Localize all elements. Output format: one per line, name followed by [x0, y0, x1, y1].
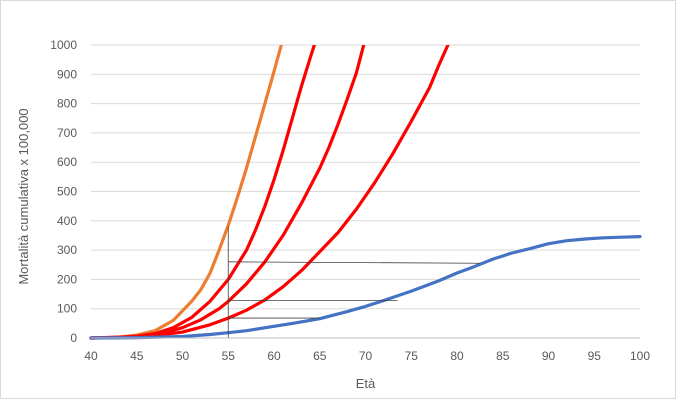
series-line-1 — [89, 45, 283, 340]
series-lines — [89, 45, 642, 340]
x-axis-tick-labels: 40 45 50 55 60 65 70 75 80 85 90 95 100 — [84, 349, 650, 363]
x-tick-label: 85 — [496, 349, 510, 363]
x-tick-label: 90 — [542, 349, 556, 363]
y-tick-label: 1000 — [50, 38, 77, 52]
y-tick-label: 600 — [57, 155, 77, 169]
x-tick-label: 60 — [267, 349, 281, 363]
y-tick-label: 100 — [57, 302, 77, 316]
x-tick-label: 40 — [84, 349, 98, 363]
series-line-3 — [89, 45, 366, 340]
y-tick-label: 700 — [57, 126, 77, 140]
x-tick-label: 45 — [130, 349, 144, 363]
grid-lines — [91, 44, 640, 310]
x-tick-label: 65 — [313, 349, 327, 363]
y-tick-label: 0 — [70, 331, 77, 345]
x-axis-title: Età — [356, 376, 376, 391]
series-line-5 — [89, 235, 642, 340]
x-tick-label: 100 — [630, 349, 650, 363]
x-tick-label: 80 — [450, 349, 464, 363]
y-tick-label: 200 — [57, 272, 77, 286]
series-line-4 — [89, 45, 450, 340]
x-tick-label: 70 — [359, 349, 373, 363]
y-tick-label: 300 — [57, 243, 77, 257]
y-tick-label: 500 — [57, 185, 77, 199]
x-tick-label: 95 — [588, 349, 602, 363]
x-tick-label: 55 — [222, 349, 236, 363]
guide-lines — [227, 226, 480, 338]
y-axis-title: Mortalità cumulativa x 100,000 — [16, 108, 31, 284]
y-axis-tick-labels: 0 100 200 300 400 500 600 700 800 900 1000 — [50, 38, 77, 345]
y-tick-label: 800 — [57, 97, 77, 111]
x-tick-label: 75 — [405, 349, 419, 363]
y-tick-label: 400 — [57, 214, 77, 228]
y-tick-label: 900 — [57, 67, 77, 81]
guide-line — [228, 261, 480, 264]
x-tick-label: 50 — [176, 349, 190, 363]
